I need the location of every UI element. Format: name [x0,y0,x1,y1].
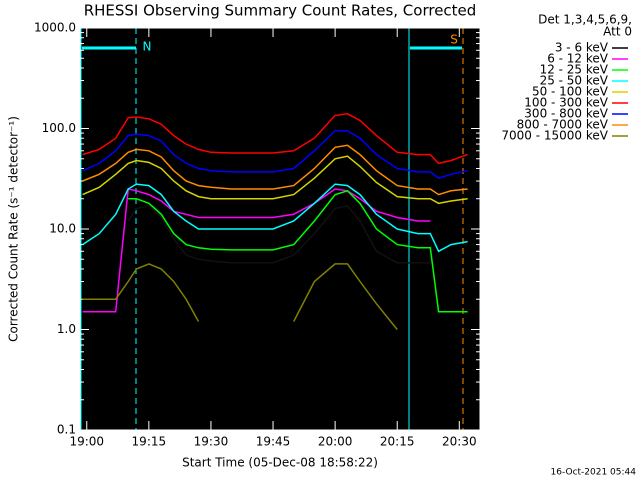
y-tick-label: 1000.0 [34,21,76,35]
x-tick-label: 19:45 [256,435,291,449]
series-line [82,183,468,253]
series-line [82,129,468,180]
series-line [82,263,398,330]
series-line [128,189,468,313]
legend-label: 800 - 7000 keV [517,118,609,132]
legend-label: 100 - 300 keV [524,96,608,110]
series-line [82,188,431,313]
x-tick-label: 20:15 [380,435,415,449]
legend-title: Att 0 [603,25,632,39]
legend-label: 25 - 50 keV [540,74,609,88]
plot-area [80,28,480,430]
legend-label: 12 - 25 keV [540,63,609,77]
series-line [82,155,468,205]
y-tick-label: 100.0 [42,121,76,135]
y-axis-label: Corrected Count Rate (s⁻¹ detector⁻¹) [7,116,21,342]
x-tick-label: 20:00 [318,435,353,449]
chart-title: RHESSI Observing Summary Count Rates, Co… [84,2,477,20]
series-line [82,144,468,196]
legend-label: 300 - 800 keV [524,107,608,121]
x-tick-label: 19:15 [132,435,167,449]
flag-label: N [143,40,152,54]
y-tick-label: 0.1 [57,423,76,437]
legend-title: Det 1,3,4,5,6,9, [538,13,632,27]
x-tick-label: 20:30 [442,435,477,449]
flag-label: S [450,33,458,47]
legend-label: 6 - 12 keV [547,52,609,66]
footer: 16-Oct-2021 05:44 [551,468,637,478]
legend-label: 50 - 100 keV [532,85,609,99]
y-tick-label: 10.0 [49,222,76,236]
x-tick-label: 19:30 [194,435,229,449]
series-line [127,204,431,264]
series-line [82,113,468,165]
y-tick-label: 1.0 [57,322,76,336]
plot-frame [79,27,481,431]
x-axis-label: Start Time (05-Dec-08 18:58:22) [182,456,378,470]
legend-label: 7000 - 15000 keV [501,129,608,143]
x-tick-label: 19:00 [69,435,104,449]
legend-label: 3 - 6 keV [555,41,609,55]
